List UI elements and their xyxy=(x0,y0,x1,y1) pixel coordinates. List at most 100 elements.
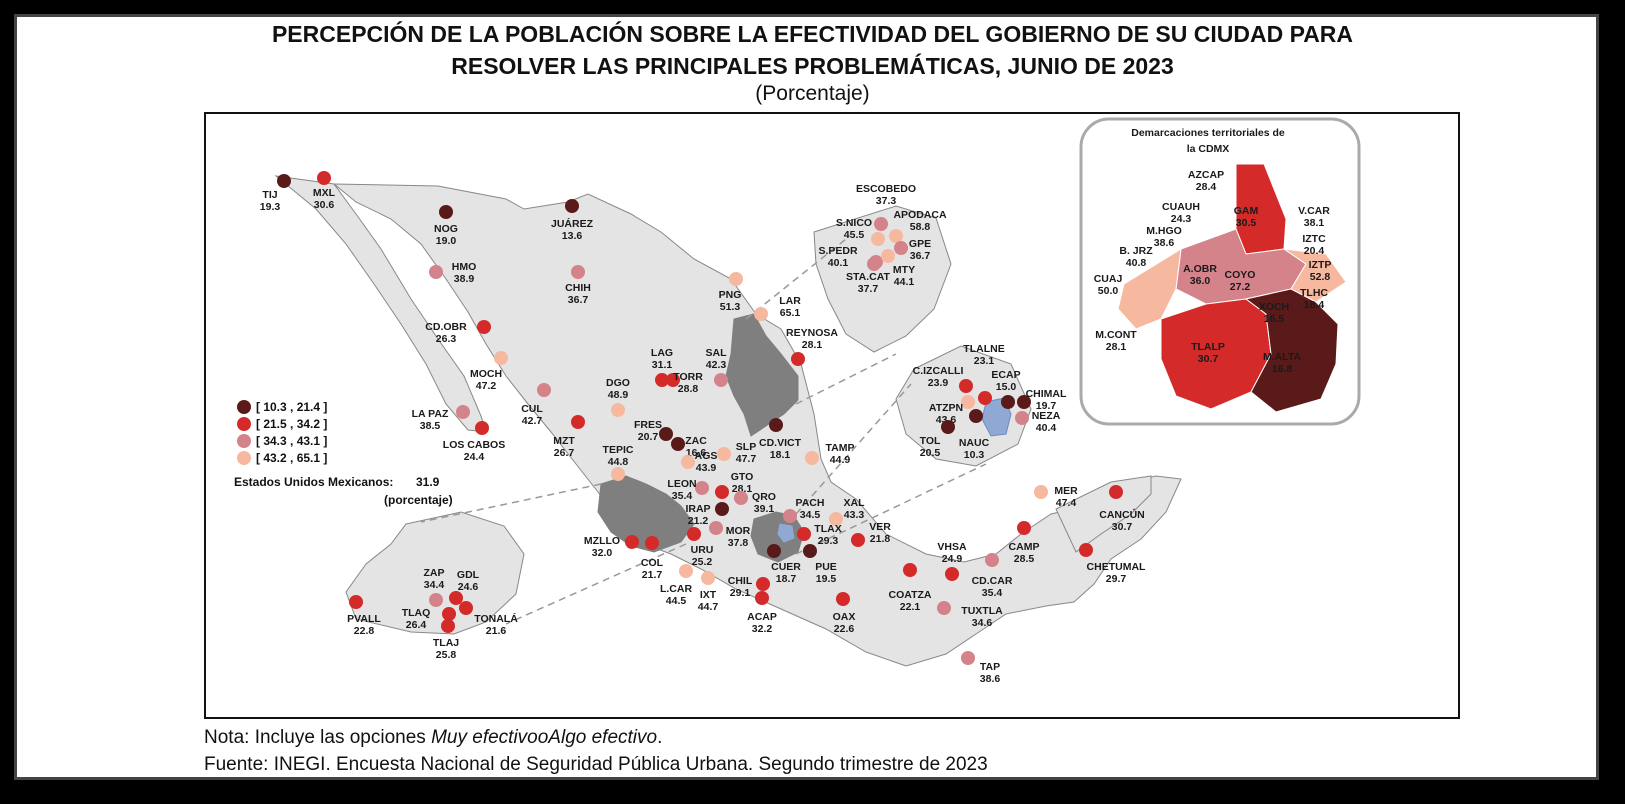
city-name-irap: IRAP xyxy=(685,503,710,515)
city-name-cul: CUL xyxy=(521,403,543,415)
cdmx-name-cuaj: CUAJ xyxy=(1094,273,1123,285)
legend-label-3: [ 34.3 , 43.1 ] xyxy=(256,434,327,448)
legend-label-1: [ 10.3 , 21.4 ] xyxy=(256,400,327,414)
city-value-ver: 21.8 xyxy=(870,533,891,545)
note-suffix: . xyxy=(657,727,663,748)
city-marker-sal xyxy=(714,373,728,387)
city-value-chih: 36.7 xyxy=(568,294,589,306)
city-value-zap: 34.4 xyxy=(424,579,445,591)
city-marker-zac xyxy=(671,437,685,451)
city-value-gto: 28.1 xyxy=(732,483,753,495)
city-name-apodaca: APODACA xyxy=(893,209,947,221)
city-marker-cd-car xyxy=(985,553,999,567)
city-value-los-cabos: 24.4 xyxy=(464,451,485,463)
city-name-l-car: L.CAR xyxy=(660,583,692,595)
cdmx-name-tlalp: TLALP xyxy=(1191,341,1225,353)
city-marker-la-paz xyxy=(456,405,470,419)
city-marker-acap xyxy=(755,591,769,605)
city-name-acap: ACAP xyxy=(747,611,777,623)
city-value-fres: 20.7 xyxy=(638,431,659,443)
cdmx-value-xoch: 16.5 xyxy=(1264,313,1285,325)
city-marker-tap xyxy=(961,651,975,665)
map-panel: Demarcaciones territoriales de la CDMX T… xyxy=(204,112,1460,719)
city-value-reynosa: 28.1 xyxy=(802,339,823,351)
city-name-la-paz: LA PAZ xyxy=(412,408,449,420)
city-marker-camp xyxy=(1017,521,1031,535)
city-value-mty: 44.1 xyxy=(894,276,915,288)
city-value-tlaq: 26.4 xyxy=(406,619,427,631)
city-marker-tonalá xyxy=(459,601,473,615)
cdmx-name-m-cont: M.CONT xyxy=(1095,329,1137,341)
city-marker-uru xyxy=(687,527,701,541)
cdmx-small-highlight xyxy=(777,523,795,543)
title-line-1: PERCEPCIÓN DE LA POBLACIÓN SOBRE LA EFEC… xyxy=(271,21,1354,47)
city-marker-mer xyxy=(1034,485,1048,499)
city-value-torr: 28.8 xyxy=(678,383,699,395)
note-italic: Muy efectivooAlgo efectivo xyxy=(431,727,658,748)
city-value-qro: 39.1 xyxy=(754,503,775,515)
city-name-png: PNG xyxy=(719,289,742,301)
city-name-ixt: IXT xyxy=(700,589,717,601)
city-marker-mty xyxy=(881,249,895,263)
city-value-tepic: 44.8 xyxy=(608,456,629,468)
city-value-gdl: 24.6 xyxy=(458,581,479,593)
city-value-chimal: 19.7 xyxy=(1036,400,1057,412)
city-marker-l-car xyxy=(679,564,693,578)
city-marker-tij xyxy=(277,174,291,188)
city-value-slp: 47.7 xyxy=(736,453,757,465)
city-marker-s-nico xyxy=(871,232,885,246)
city-value-mzllo: 32.0 xyxy=(592,547,613,559)
legend-label-2: [ 21.5 , 34.2 ] xyxy=(256,417,327,431)
city-marker-mzt xyxy=(571,415,585,429)
city-name-tol: TOL xyxy=(920,435,941,447)
city-value-ags: 43.9 xyxy=(696,462,717,474)
note-line: Nota: Incluye las opciones Muy efectivoo… xyxy=(204,724,988,751)
city-value-nog: 19.0 xyxy=(436,235,457,247)
cdmx-inset-title-2: la CDMX xyxy=(1187,143,1230,155)
city-name-juárez: JUÁREZ xyxy=(551,217,594,230)
cdmx-value-cuaj: 50.0 xyxy=(1098,285,1119,297)
city-value-oax: 22.6 xyxy=(834,623,855,635)
legend: [ 10.3 , 21.4 ] [ 21.5 , 34.2 ] [ 34.3 ,… xyxy=(234,400,453,507)
note-prefix: Nota: Incluye las opciones xyxy=(204,727,432,748)
cdmx-value-b-jrz: 40.8 xyxy=(1126,257,1147,269)
city-marker-chih xyxy=(571,265,585,279)
inset-jalisco xyxy=(345,511,525,635)
cdmx-name-a-obr: A.OBR xyxy=(1183,263,1217,275)
cdmx-name-gam: GAM xyxy=(1234,205,1259,217)
cdmx-southeast-dark xyxy=(1244,288,1339,413)
city-name-chil: CHIL xyxy=(728,575,753,587)
city-name-tij: TIJ xyxy=(262,189,277,201)
city-name-xal: XAL xyxy=(844,497,866,509)
city-name-ver: VER xyxy=(869,521,891,533)
city-value-leon: 35.4 xyxy=(672,490,693,502)
city-name-chih: CHIH xyxy=(565,282,591,294)
city-name-reynosa: REYNOSA xyxy=(786,327,838,339)
cdmx-value-iztp: 52.8 xyxy=(1310,271,1331,283)
city-value-sal: 42.3 xyxy=(706,359,727,371)
city-marker-hmo xyxy=(429,265,443,279)
legend-swatch-4 xyxy=(237,451,251,465)
city-marker-tepic xyxy=(611,467,625,481)
city-value-camp: 28.5 xyxy=(1014,553,1035,565)
city-name-ags: AGS xyxy=(695,450,718,462)
city-marker-tamp xyxy=(805,451,819,465)
city-marker-lar xyxy=(754,307,768,321)
city-marker-cul xyxy=(537,383,551,397)
city-marker-chimal xyxy=(1017,395,1031,409)
city-marker-mzllo xyxy=(625,535,639,549)
city-marker-mor xyxy=(709,521,723,535)
city-name-pue: PUE xyxy=(815,561,837,573)
city-marker-col xyxy=(645,536,659,550)
cdmx-value-m-hgo: 38.6 xyxy=(1154,237,1175,249)
city-value-cd-vict: 18.1 xyxy=(770,449,791,461)
city-value-tij: 19.3 xyxy=(260,201,281,213)
city-name-sal: SAL xyxy=(706,347,728,359)
cdmx-value-iztc: 20.4 xyxy=(1304,245,1325,257)
city-marker-pue xyxy=(803,544,817,558)
city-name-zac: ZAC xyxy=(685,435,707,447)
city-marker-juárez xyxy=(565,199,579,213)
cdmx-name-m-hgo: M.HGO xyxy=(1146,225,1182,237)
city-marker-cancún xyxy=(1109,485,1123,499)
city-value-c-izcalli: 23.9 xyxy=(928,377,949,389)
